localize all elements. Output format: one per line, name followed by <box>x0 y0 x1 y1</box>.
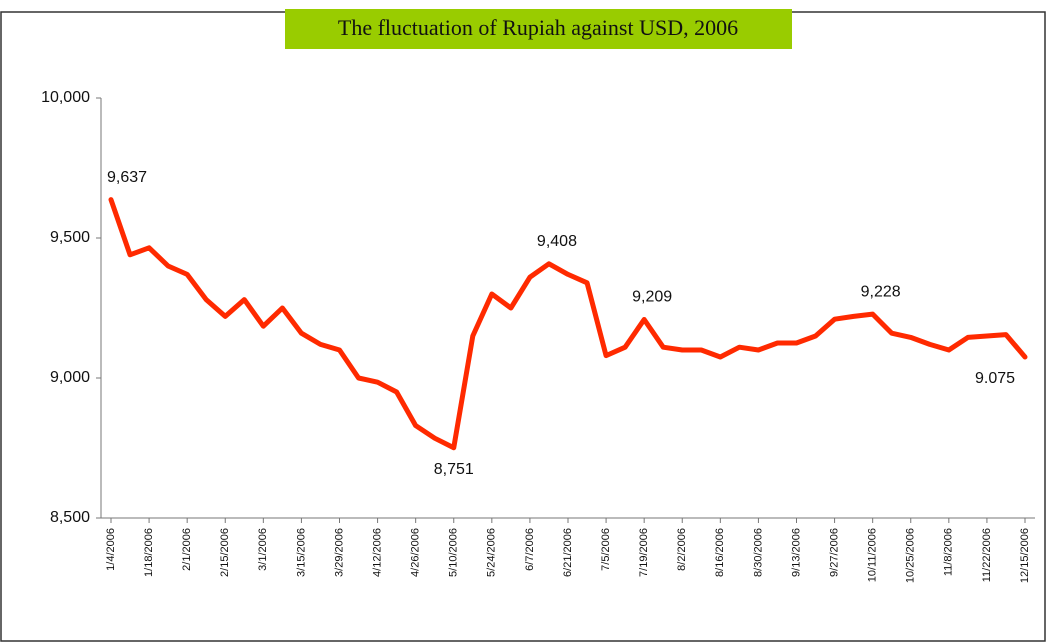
x-tick-label: 7/5/2006 <box>600 528 612 571</box>
x-tick-label: 11/22/2006 <box>981 528 993 582</box>
x-tick-label: 5/24/2006 <box>486 528 498 577</box>
y-tick-label: 10,000 <box>41 89 90 106</box>
y-tick-label: 9,500 <box>50 229 90 246</box>
x-tick-label: 10/11/2006 <box>867 528 879 582</box>
x-tick-label: 8/2/2006 <box>676 528 688 571</box>
x-tick-label: 6/21/2006 <box>562 528 574 577</box>
x-tick-label: 8/16/2006 <box>714 528 726 577</box>
data-label: 8,751 <box>434 461 474 478</box>
x-tick-label: 11/8/2006 <box>943 528 955 576</box>
x-tick-label: 5/10/2006 <box>448 528 460 577</box>
x-tick-label: 4/12/2006 <box>371 528 383 577</box>
x-tick-label: 10/25/2006 <box>905 528 917 583</box>
x-tick-label: 3/29/2006 <box>333 528 345 577</box>
data-label: 9.075 <box>975 370 1015 387</box>
line <box>108 197 1028 451</box>
x-tick-label: 4/26/2006 <box>410 528 422 577</box>
data-label: 9,408 <box>537 233 577 250</box>
x-tick-label: 3/15/2006 <box>295 528 307 577</box>
y-tick-label: 9,000 <box>50 369 90 386</box>
x-tick-label: 3/1/2006 <box>257 528 269 571</box>
y-tick-label: 8,500 <box>50 509 90 526</box>
title-box <box>285 9 792 49</box>
x-tick-label: 6/7/2006 <box>524 528 536 571</box>
data-label: 9,228 <box>861 283 901 300</box>
x-tick-label: 7/19/2006 <box>638 528 650 577</box>
chart-title: The fluctuation of Rupiah against USD, 2… <box>338 15 738 40</box>
data-label: 9,209 <box>632 289 672 306</box>
x-tick-label: 9/27/2006 <box>828 528 840 577</box>
x-tick-label: 1/18/2006 <box>143 528 155 577</box>
x-tick-label: 8/30/2006 <box>752 528 764 577</box>
x-tick-label: 2/1/2006 <box>181 528 193 571</box>
x-tick-label: 12/15/2006 <box>1019 528 1031 583</box>
data-label: 9,637 <box>107 169 147 186</box>
x-tick-label: 9/13/2006 <box>790 528 802 577</box>
x-tick-label: 1/4/2006 <box>105 528 117 571</box>
x-tick-label: 2/15/2006 <box>219 528 231 577</box>
